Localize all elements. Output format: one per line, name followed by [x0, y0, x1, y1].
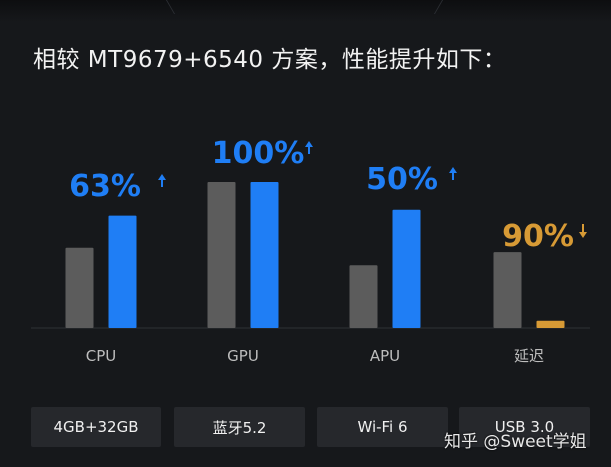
arrow-up-stem-2 [452, 173, 454, 180]
feature-usb: USB 3.0 [459, 407, 590, 447]
arrow-up-stem-1 [308, 147, 310, 154]
watermark: 知乎 @Sweet学姐 [444, 432, 587, 452]
data-label-1: 100% [212, 136, 305, 171]
arrow-up-icon-2 [449, 167, 457, 173]
comparison-bar-chart: CPU 63% GPU 100% APU 50% 延迟 90% [31, 136, 590, 365]
bar-improved-1 [250, 182, 279, 328]
feature-wifi: Wi-Fi 6 [317, 407, 448, 447]
arrow-down-stem-3 [582, 224, 584, 232]
data-label-0: 63% [69, 169, 141, 204]
feature-memory: 4GB+32GB [31, 407, 161, 447]
data-label-2: 50% [366, 162, 438, 197]
bar-baseline-0 [65, 247, 94, 328]
bar-improved-0 [108, 215, 137, 328]
top-decoration [0, 0, 611, 22]
tick-label-0: CPU [86, 347, 117, 365]
page-title: 相较 MT9679+6540 方案，性能提升如下： [33, 47, 507, 73]
tick-label-3: 延迟 [514, 347, 544, 365]
bar-improved-2 [392, 209, 421, 328]
data-label-3: 90% [502, 219, 574, 254]
arrow-up-stem-0 [161, 180, 163, 187]
feature-bluetooth: 蓝牙5.2 [174, 407, 305, 447]
tick-label-2: APU [370, 347, 400, 365]
tick-label-1: GPU [227, 347, 259, 365]
arrow-down-icon-3 [579, 232, 587, 238]
bar-baseline-2 [349, 265, 378, 328]
bar-improved-3 [536, 320, 565, 328]
arrow-up-icon-1 [305, 141, 313, 147]
arrow-up-icon-0 [158, 174, 166, 180]
bar-baseline-1 [207, 182, 236, 328]
bar-baseline-3 [493, 252, 522, 328]
